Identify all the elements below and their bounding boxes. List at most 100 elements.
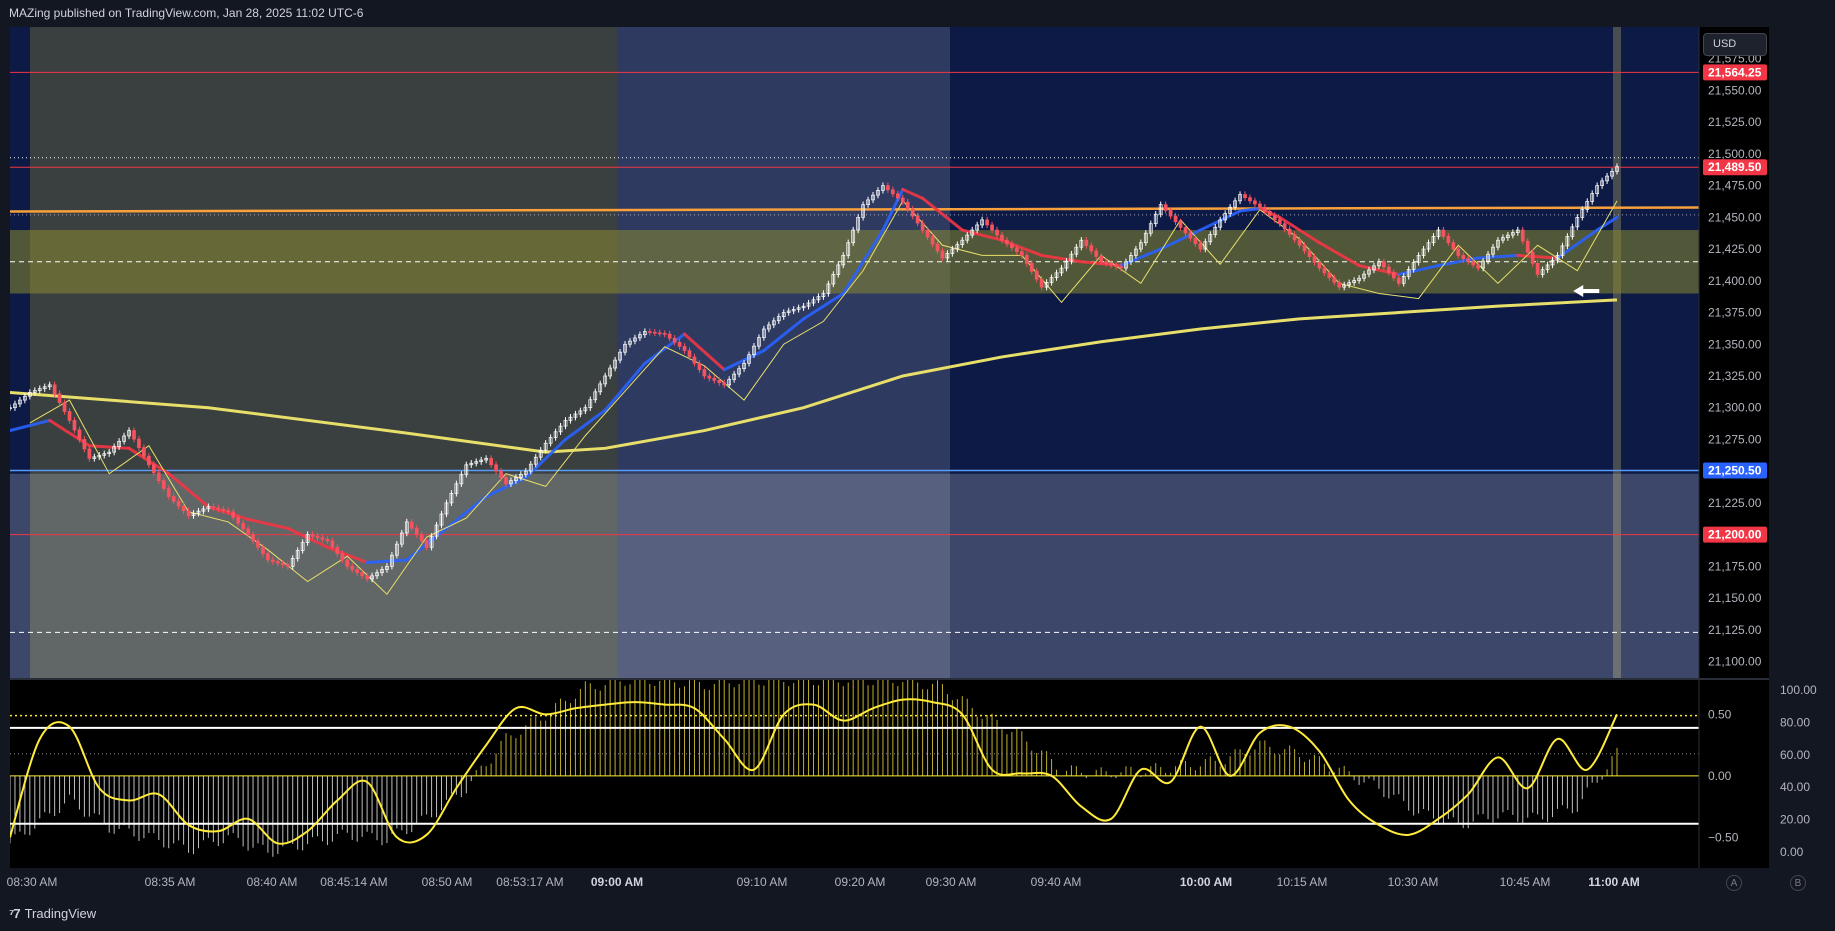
candle-body	[1555, 255, 1560, 261]
fast-ma-segment	[10, 418, 52, 433]
candle-body	[1223, 213, 1228, 221]
signal-moving-average	[29, 200, 1618, 596]
time-tick-label: 08:50 AM	[422, 875, 473, 889]
candle-body	[335, 546, 340, 554]
candle-body	[67, 411, 72, 421]
candle-body	[1129, 255, 1133, 263]
price-label: 21,200.00	[1708, 528, 1762, 542]
price-tick-label: 21,500.00	[1708, 147, 1762, 161]
candle-body	[355, 569, 360, 574]
candle-body	[1530, 251, 1535, 264]
scale-mode-button[interactable]: B	[1790, 875, 1806, 891]
candle-body	[990, 224, 994, 231]
candle-body	[390, 554, 394, 567]
candle-body	[712, 377, 717, 381]
time-axis-bg[interactable]	[10, 868, 1699, 898]
candle-body	[1461, 255, 1466, 259]
candle-body	[345, 559, 350, 567]
candle-body	[1292, 234, 1297, 241]
candle-body	[1277, 219, 1282, 225]
osc-right-axis-bg[interactable]	[1773, 680, 1835, 868]
candle-body	[514, 477, 518, 482]
candle-body	[677, 341, 682, 347]
candle-body	[955, 244, 960, 250]
candle-body	[1044, 282, 1049, 288]
candle-body	[886, 185, 890, 191]
main-pane[interactable]	[9, 27, 1700, 678]
candle-body	[925, 229, 930, 238]
candle-body	[628, 340, 632, 345]
price-tick-label: 21,125.00	[1708, 623, 1762, 637]
candle-body	[1347, 282, 1352, 286]
candle-body	[1560, 245, 1565, 256]
auto-scale-button[interactable]: A	[1726, 875, 1742, 891]
candle-body	[1436, 229, 1441, 237]
candle-body	[142, 447, 146, 457]
price-tick-label: 21,325.00	[1708, 369, 1762, 383]
tradingview-logo-icon: ⁷7	[9, 906, 21, 921]
candle-body	[10, 407, 12, 410]
candle-body	[965, 234, 970, 241]
candle-body	[32, 390, 37, 393]
candle-body	[692, 356, 697, 364]
candle-body	[1163, 204, 1168, 211]
candle-body	[1054, 272, 1059, 278]
premarket-session-bg	[30, 27, 617, 678]
candle-body	[519, 473, 523, 478]
candle-body	[633, 337, 637, 342]
candle-body	[662, 333, 667, 335]
candle-body	[221, 508, 226, 511]
fast-ma-segment	[1040, 253, 1083, 264]
lower-value-zone	[10, 473, 1699, 678]
candle-body	[930, 236, 935, 245]
candle-body	[1382, 261, 1386, 268]
candle-body	[1476, 264, 1480, 269]
candle-body	[92, 456, 97, 459]
candle-body	[910, 208, 915, 217]
fast-ma-segment	[1516, 253, 1559, 260]
candle-body	[1119, 266, 1123, 269]
fast-ma-segment	[564, 408, 607, 441]
candle-body	[1213, 226, 1218, 235]
candle-body	[1243, 194, 1247, 199]
candle-body	[1327, 272, 1332, 278]
candle-body	[196, 510, 201, 514]
osc-tick-label: 0.00	[1708, 769, 1732, 783]
candle-body	[52, 384, 57, 395]
currency-selector[interactable]: USD	[1703, 33, 1767, 56]
candle-body	[1491, 246, 1495, 255]
candle-body	[1312, 256, 1317, 263]
candle-body	[1024, 255, 1029, 264]
candle-body	[1570, 226, 1575, 237]
candle-body	[161, 480, 166, 489]
osc-right-tick-label: 80.00	[1780, 715, 1810, 729]
candle-body	[37, 388, 42, 391]
osc-axis-bg[interactable]	[1699, 680, 1769, 868]
tradingview-logo-text: TradingView	[24, 906, 97, 921]
candle-body	[107, 451, 112, 455]
time-tick-label: 08:40 AM	[247, 875, 298, 889]
candle-body	[806, 302, 811, 307]
candle-body	[1332, 277, 1337, 283]
candle-body	[1307, 250, 1312, 258]
price-label: 21,489.50	[1708, 160, 1762, 174]
fast-ma-segment	[444, 495, 488, 530]
candle-body	[697, 362, 702, 370]
candle-body	[1059, 267, 1064, 274]
time-tick-label: 08:53:17 AM	[496, 875, 563, 889]
resistance-line	[10, 206, 1699, 213]
fast-ma-segment	[1436, 256, 1480, 268]
candle-body	[1377, 261, 1381, 267]
candle-body	[568, 416, 573, 421]
fast-ma-segment	[960, 228, 1004, 242]
oscillator-pane[interactable]	[10, 674, 1699, 868]
candle-body	[841, 255, 846, 266]
candle-body	[315, 535, 320, 539]
candle-body	[127, 430, 131, 437]
candle-body	[266, 553, 270, 561]
price-axis-bg[interactable]	[1699, 27, 1769, 678]
candle-body	[97, 454, 102, 458]
candle-body	[742, 362, 746, 370]
candle-body	[1411, 262, 1416, 270]
